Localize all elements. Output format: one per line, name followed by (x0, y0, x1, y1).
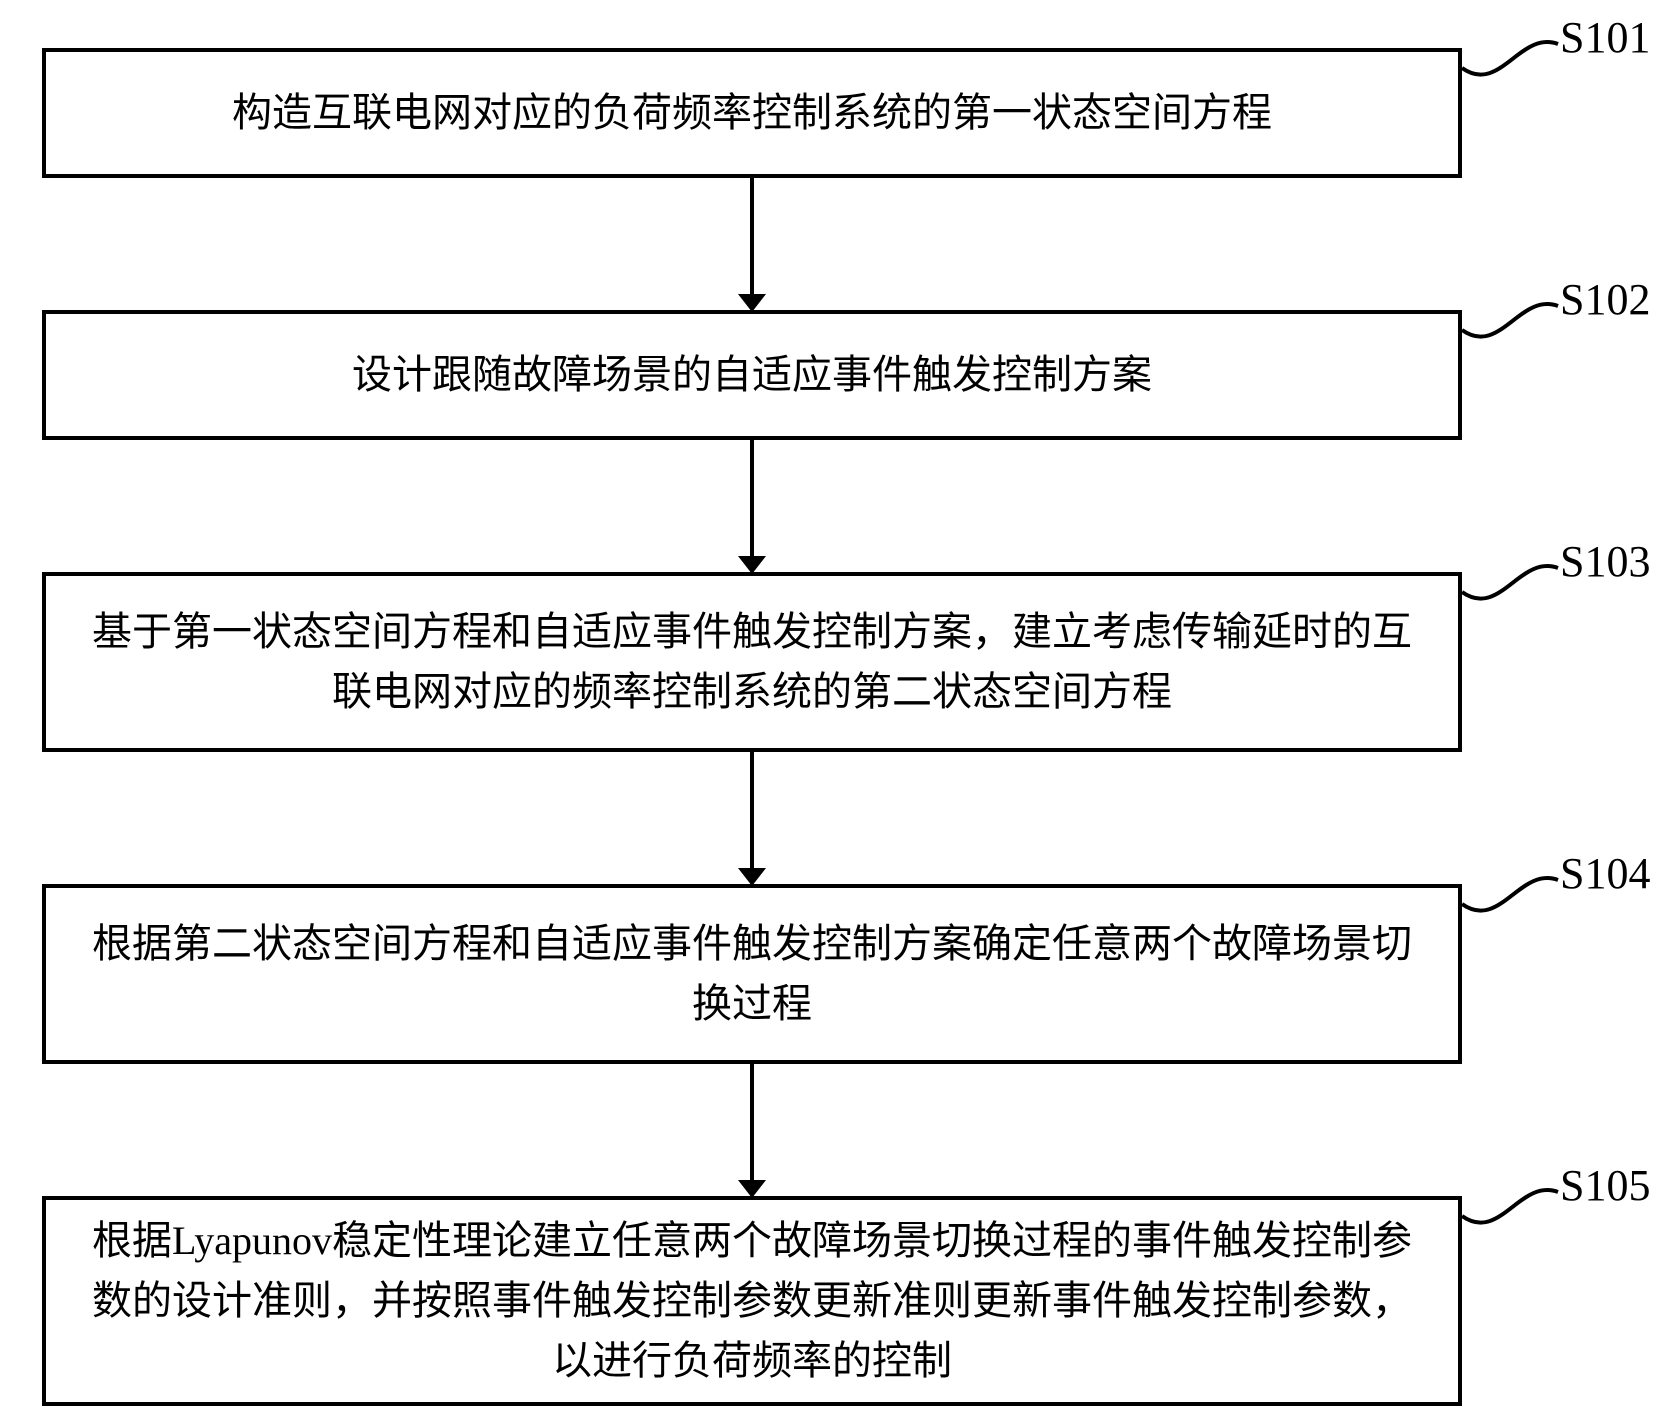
label-curve-s101 (1452, 20, 1568, 105)
step-box-s103: 基于第一状态空间方程和自适应事件触发控制方案，建立考虑传输延时的互联电网对应的频… (42, 572, 1462, 752)
step-text-s103: 基于第一状态空间方程和自适应事件触发控制方案，建立考虑传输延时的互联电网对应的频… (86, 602, 1418, 722)
step-box-s101: 构造互联电网对应的负荷频率控制系统的第一状态空间方程 (42, 48, 1462, 178)
step-label-s102: S102 (1560, 274, 1650, 325)
step-text-s102: 设计跟随故障场景的自适应事件触发控制方案 (352, 345, 1152, 405)
step-text-s101: 构造互联电网对应的负荷频率控制系统的第一状态空间方程 (232, 83, 1272, 143)
arrow-down-icon (738, 556, 766, 574)
step-box-s102: 设计跟随故障场景的自适应事件触发控制方案 (42, 310, 1462, 440)
label-curve-s104 (1452, 856, 1568, 941)
step-box-s104: 根据第二状态空间方程和自适应事件触发控制方案确定任意两个故障场景切换过程 (42, 884, 1462, 1064)
step-box-s105: 根据Lyapunov稳定性理论建立任意两个故障场景切换过程的事件触发控制参数的设… (42, 1196, 1462, 1406)
connector-s103-s104 (750, 752, 754, 870)
step-label-s104: S104 (1560, 848, 1650, 899)
step-text-s104: 根据第二状态空间方程和自适应事件触发控制方案确定任意两个故障场景切换过程 (86, 914, 1418, 1034)
step-label-s105: S105 (1560, 1160, 1650, 1211)
step-label-s101: S101 (1560, 12, 1650, 63)
connector-s102-s103 (750, 440, 754, 558)
label-curve-s105 (1452, 1168, 1568, 1253)
flowchart-container: 构造互联电网对应的负荷频率控制系统的第一状态空间方程 S101 设计跟随故障场景的自… (0, 0, 1667, 1419)
connector-s101-s102 (750, 178, 754, 296)
label-curve-s103 (1452, 544, 1568, 629)
arrow-down-icon (738, 868, 766, 886)
arrow-down-icon (738, 294, 766, 312)
step-label-s103: S103 (1560, 536, 1650, 587)
connector-s104-s105 (750, 1064, 754, 1182)
step-text-s105: 根据Lyapunov稳定性理论建立任意两个故障场景切换过程的事件触发控制参数的设… (86, 1211, 1418, 1391)
label-curve-s102 (1452, 282, 1568, 367)
arrow-down-icon (738, 1180, 766, 1198)
